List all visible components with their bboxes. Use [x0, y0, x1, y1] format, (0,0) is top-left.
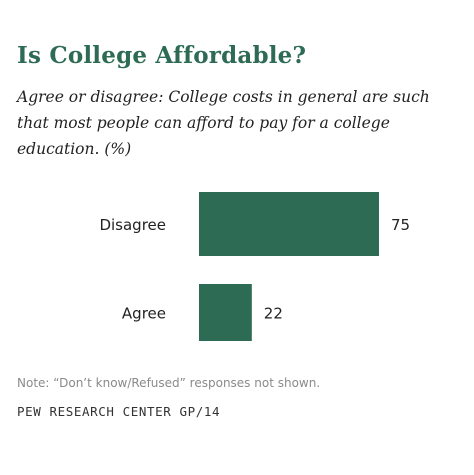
chart-note: Note: “Don’t know/Refused” responses not… [17, 376, 321, 390]
chart-source: PEW RESEARCH CENTER GP/14 [17, 404, 221, 419]
category-label-disagree: Disagree [99, 216, 166, 234]
bar-agree [199, 284, 252, 341]
bar-disagree [199, 192, 379, 256]
bar-chart: Disagree 75 Agree 22 [99, 192, 410, 341]
chart-title: Is College Affordable? [17, 42, 307, 69]
value-label-disagree: 75 [391, 216, 410, 234]
category-label-agree: Agree [122, 305, 166, 323]
chart-subtitle: Agree or disagree: College costs in gene… [17, 88, 430, 158]
value-label-agree: 22 [264, 305, 283, 323]
